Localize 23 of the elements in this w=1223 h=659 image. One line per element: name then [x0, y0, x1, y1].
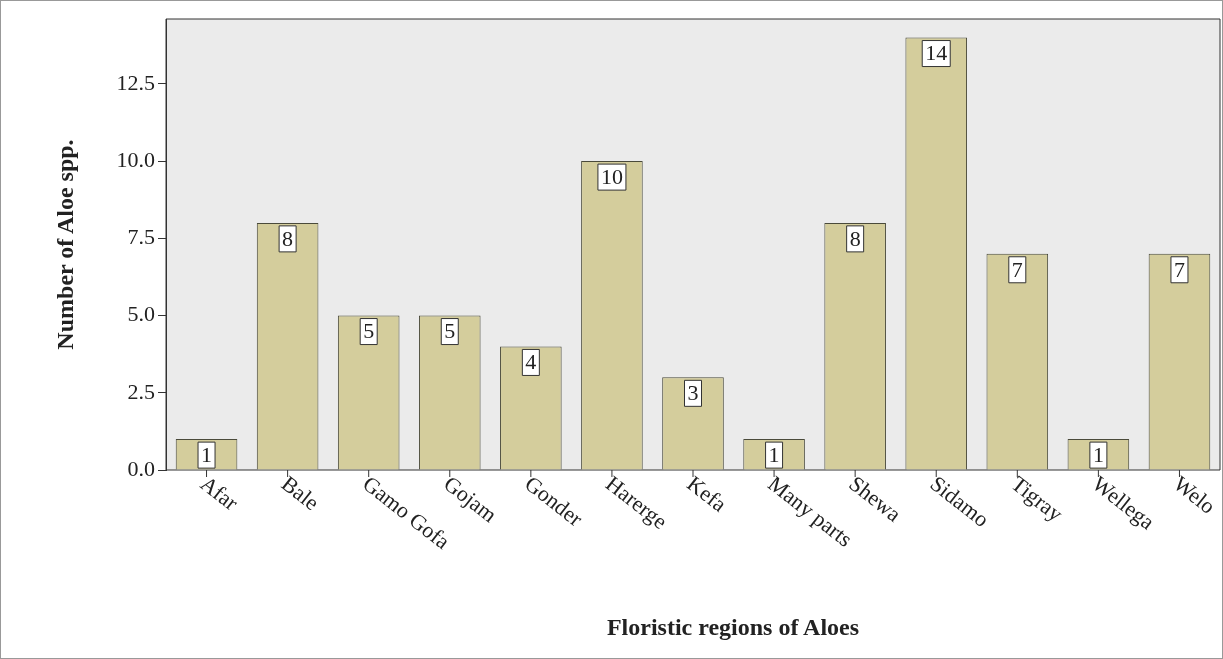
data-label: 1 [201, 441, 213, 467]
x-tick-label: Afar [195, 470, 244, 516]
data-label: 5 [444, 318, 456, 344]
x-tick-label: Bale [276, 470, 325, 516]
data-label: 1 [768, 441, 780, 467]
x-axis-title: Floristic regions of Aloes [606, 614, 860, 641]
y-tick-label: 7.5 [127, 224, 155, 250]
data-label: 14 [925, 40, 948, 66]
y-axis-title: Number of Aloe spp. [52, 139, 79, 350]
y-tick-label: 0.0 [127, 455, 155, 481]
data-label: 10 [600, 163, 623, 189]
data-label: 8 [849, 225, 861, 251]
data-label: 1 [1092, 441, 1104, 467]
y-tick-label: 2.5 [127, 378, 155, 404]
data-label: 5 [363, 318, 375, 344]
y-tick-label: 12.5 [116, 69, 155, 95]
data-label: 7 [1173, 256, 1185, 282]
data-label: 3 [687, 380, 699, 406]
data-label: 7 [1011, 256, 1023, 282]
data-label: 4 [525, 349, 537, 375]
data-label: 8 [282, 225, 294, 251]
y-tick-label: 10.0 [116, 146, 155, 172]
y-tick-label: 5.0 [127, 301, 155, 327]
